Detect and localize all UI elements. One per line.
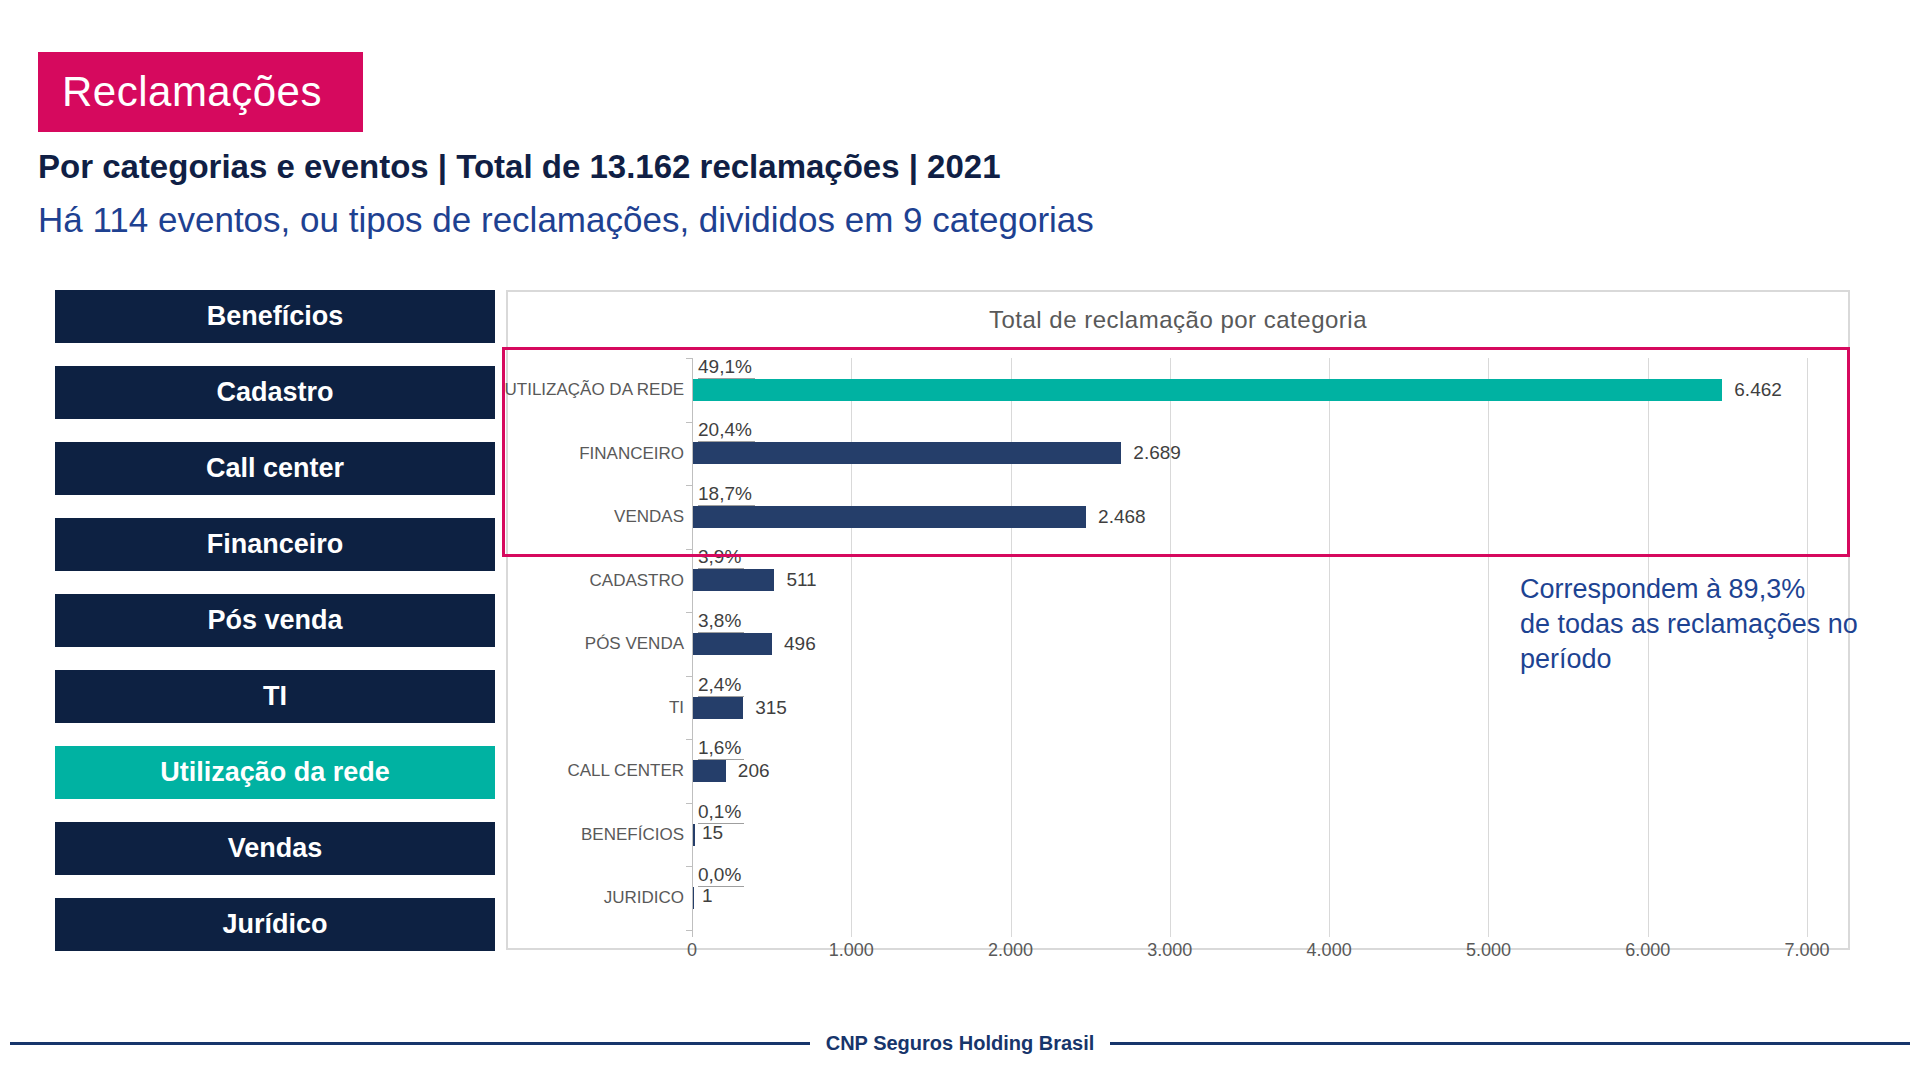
category-label: FINANCEIRO bbox=[464, 422, 684, 486]
sidebar-item-juridico[interactable]: Jurídico bbox=[55, 898, 495, 951]
category-label: BENEFÍCIOS bbox=[464, 803, 684, 867]
footer-brand: CNP Seguros Holding Brasil bbox=[826, 1032, 1095, 1055]
bar-utilizacao-da-rede bbox=[693, 379, 1722, 401]
value-label: 496 bbox=[784, 633, 816, 655]
footer-divider-left bbox=[10, 1042, 810, 1045]
sidebar-item-vendas[interactable]: Vendas bbox=[55, 822, 495, 875]
value-label: 206 bbox=[738, 760, 770, 782]
sidebar-item-pos-venda[interactable]: Pós venda bbox=[55, 594, 495, 647]
sidebar-item-beneficios[interactable]: Benefícios bbox=[55, 290, 495, 343]
value-label: 511 bbox=[786, 569, 816, 591]
footer-divider-right bbox=[1110, 1042, 1910, 1045]
percent-label: 0,0% bbox=[698, 864, 744, 887]
bar-row-utilizacao-da-rede: UTILIZAÇÃO DA REDE49,1%6.462 bbox=[692, 358, 1807, 422]
x-axis-tick-label: 0 bbox=[652, 940, 732, 961]
bar-row-call-center: CALL CENTER1,6%206 bbox=[692, 739, 1807, 803]
x-axis-tick-label: 4.000 bbox=[1289, 940, 1369, 961]
category-label: TI bbox=[464, 676, 684, 740]
category-label: VENDAS bbox=[464, 485, 684, 549]
value-label: 315 bbox=[755, 697, 787, 719]
value-label: 2.689 bbox=[1133, 442, 1181, 464]
percent-label: 2,4% bbox=[698, 674, 744, 697]
sidebar-item-ti[interactable]: TI bbox=[55, 670, 495, 723]
category-axis-tick bbox=[686, 930, 692, 931]
category-label: CALL CENTER bbox=[464, 739, 684, 803]
sidebar-item-call-center[interactable]: Call center bbox=[55, 442, 495, 495]
bar-financeiro bbox=[693, 442, 1121, 464]
footer: CNP Seguros Holding Brasil bbox=[10, 1032, 1910, 1055]
chart-title: Total de reclamação por categoria bbox=[508, 306, 1848, 334]
percent-label: 18,7% bbox=[698, 483, 755, 506]
x-axis-tick-label: 6.000 bbox=[1608, 940, 1688, 961]
percent-label: 3,8% bbox=[698, 610, 744, 633]
annotation-text: Correspondem à 89,3% de todas as reclama… bbox=[1520, 572, 1880, 677]
x-axis-tick-label: 3.000 bbox=[1130, 940, 1210, 961]
sidebar-item-financeiro[interactable]: Financeiro bbox=[55, 518, 495, 571]
value-label: 6.462 bbox=[1734, 379, 1782, 401]
category-label: UTILIZAÇÃO DA REDE bbox=[464, 358, 684, 422]
bar-call-center bbox=[693, 760, 726, 782]
x-axis-tick-label: 2.000 bbox=[971, 940, 1051, 961]
bar-pos-venda bbox=[693, 633, 772, 655]
percent-label: 20,4% bbox=[698, 419, 755, 442]
category-label: JURIDICO bbox=[464, 866, 684, 930]
bar-vendas bbox=[693, 506, 1086, 528]
value-label: 2.468 bbox=[1098, 506, 1146, 528]
annotation-line: de todas as reclamações no bbox=[1520, 607, 1880, 642]
category-label: PÓS VENDA bbox=[464, 612, 684, 676]
bar-row-ti: TI2,4%315 bbox=[692, 676, 1807, 740]
x-axis-tick-label: 5.000 bbox=[1448, 940, 1528, 961]
bar-ti bbox=[693, 697, 743, 719]
sidebar-item-cadastro[interactable]: Cadastro bbox=[55, 366, 495, 419]
slide-subtitle: Por categorias e eventos | Total de 13.1… bbox=[38, 148, 1001, 186]
value-label: 15 bbox=[702, 822, 723, 844]
annotation-line: período bbox=[1520, 642, 1880, 677]
bar-row-vendas: VENDAS18,7%2.468 bbox=[692, 485, 1807, 549]
percent-label: 1,6% bbox=[698, 737, 744, 760]
value-label: 1 bbox=[702, 885, 713, 907]
annotation-line: Correspondem à 89,3% bbox=[1520, 572, 1880, 607]
sidebar-item-utilizacao-da-rede[interactable]: Utilização da rede bbox=[55, 746, 495, 799]
slide-description: Há 114 eventos, ou tipos de reclamações,… bbox=[38, 200, 1094, 240]
bar-row-juridico: JURIDICO0,0%1 bbox=[692, 866, 1807, 930]
x-axis: 01.0002.0003.0004.0005.0006.0007.000 bbox=[692, 940, 1807, 964]
bar-row-beneficios: BENEFÍCIOS0,1%15 bbox=[692, 803, 1807, 867]
x-axis-tick-label: 1.000 bbox=[811, 940, 891, 961]
percent-label: 49,1% bbox=[698, 356, 755, 379]
slide-title-badge: Reclamações bbox=[38, 52, 363, 132]
percent-label: 3,9% bbox=[698, 546, 744, 569]
bar-beneficios bbox=[693, 824, 695, 846]
category-sidebar: Benefícios Cadastro Call center Financei… bbox=[55, 290, 495, 951]
category-label: CADASTRO bbox=[464, 549, 684, 613]
bar-row-financeiro: FINANCEIRO20,4%2.689 bbox=[692, 422, 1807, 486]
x-axis-tick-label: 7.000 bbox=[1767, 940, 1847, 961]
percent-label: 0,1% bbox=[698, 801, 744, 824]
bar-cadastro bbox=[693, 569, 774, 591]
